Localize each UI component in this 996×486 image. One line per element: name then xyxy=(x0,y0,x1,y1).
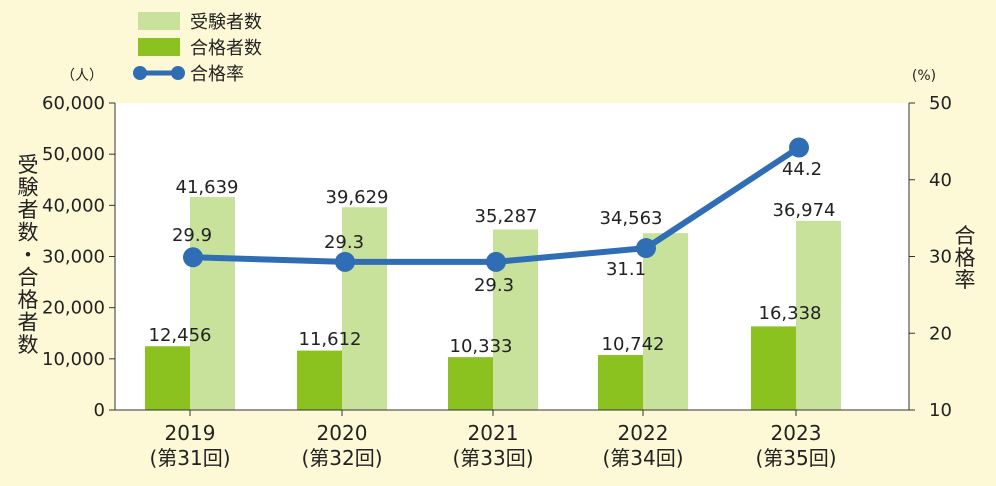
left-axis-unit: （人） xyxy=(61,68,103,84)
left-tick-label: 60,000 xyxy=(42,93,105,114)
left-tick-label: 30,000 xyxy=(42,247,105,268)
legend-marker-rate-left xyxy=(133,66,147,80)
legend-marker-rate-right xyxy=(171,66,185,80)
label-passers-2022: 10,742 xyxy=(602,334,665,355)
data-labels-layer: 41,639 12,456 29.9 39,629 11,612 29.3 35,287 10… xyxy=(149,159,836,357)
bars-layer xyxy=(145,196,841,410)
rate-line-layer xyxy=(183,137,809,272)
label-applicants-2020: 39,629 xyxy=(326,187,389,208)
x-tick-sublabel-2020: (第32回) xyxy=(301,446,382,470)
legend-swatch-passers xyxy=(138,38,180,56)
label-passers-2021: 10,333 xyxy=(450,336,513,357)
label-applicants-2021: 35,287 xyxy=(475,206,538,227)
legend-swatch-applicants xyxy=(138,12,180,30)
left-tick-label: 10,000 xyxy=(42,349,105,370)
right-axis-title: 合格率 xyxy=(955,224,976,292)
label-passers-2019: 12,456 xyxy=(149,325,212,346)
bar-applicants-2019 xyxy=(190,196,235,410)
bar-passers-2021 xyxy=(448,357,493,410)
bar-applicants-2023 xyxy=(796,220,841,410)
rate-point-2019 xyxy=(183,247,203,268)
x-tick-sublabel-2022: (第34回) xyxy=(602,446,683,470)
left-tick-label: 0 xyxy=(94,400,105,421)
rate-point-2020 xyxy=(335,251,355,272)
label-passers-2023: 16,338 xyxy=(759,303,822,324)
axes-layer: 0 10,000 20,000 30,000 40,000 50,000 60,000 10 2… xyxy=(18,68,976,470)
label-applicants-2023: 36,974 xyxy=(773,200,836,221)
label-rate-2023: 44.2 xyxy=(782,159,822,180)
rate-point-2022 xyxy=(636,238,656,259)
left-tick-label: 50,000 xyxy=(42,144,105,165)
bar-passers-2019 xyxy=(145,346,190,410)
bar-applicants-2022 xyxy=(643,233,688,410)
legend-label-rate: 合格率 xyxy=(190,64,244,85)
x-tick-sublabel-2019: (第31回) xyxy=(149,446,230,470)
bar-passers-2020 xyxy=(297,350,342,410)
label-applicants-2019: 41,639 xyxy=(176,177,239,198)
left-axis-title: 受験者数・合格者数 xyxy=(18,153,39,357)
bar-passers-2023 xyxy=(751,326,796,410)
label-rate-2022: 31.1 xyxy=(606,259,646,280)
label-passers-2020: 11,612 xyxy=(299,329,362,350)
rate-point-2023 xyxy=(789,137,809,158)
x-tick-label-2020: 2020 xyxy=(317,421,368,445)
left-tick-label: 20,000 xyxy=(42,298,105,319)
x-tick-sublabel-2021: (第33回) xyxy=(452,446,533,470)
bar-passers-2022 xyxy=(598,355,643,410)
label-rate-2021: 29.3 xyxy=(474,275,514,296)
label-rate-2020: 29.3 xyxy=(324,232,364,253)
right-tick-label: 40 xyxy=(929,170,952,191)
right-axis-unit: (%) xyxy=(912,68,936,84)
right-tick-label: 50 xyxy=(929,93,952,114)
x-tick-sublabel-2023: (第35回) xyxy=(755,446,836,470)
left-tick-label: 40,000 xyxy=(42,195,105,216)
right-tick-label: 10 xyxy=(929,400,952,421)
legend-label-passers: 合格者数 xyxy=(190,38,262,59)
right-tick-label: 20 xyxy=(929,323,952,344)
bar-applicants-2020 xyxy=(342,207,387,410)
x-tick-label-2023: 2023 xyxy=(771,421,822,445)
x-tick-label-2022: 2022 xyxy=(618,421,669,445)
rate-point-2021 xyxy=(486,251,506,272)
legend-label-applicants: 受験者数 xyxy=(190,12,262,33)
right-tick-label: 30 xyxy=(929,247,952,268)
x-tick-label-2021: 2021 xyxy=(468,421,519,445)
label-applicants-2022: 34,563 xyxy=(600,208,663,229)
x-tick-label-2019: 2019 xyxy=(165,421,216,445)
label-rate-2019: 29.9 xyxy=(172,225,212,246)
